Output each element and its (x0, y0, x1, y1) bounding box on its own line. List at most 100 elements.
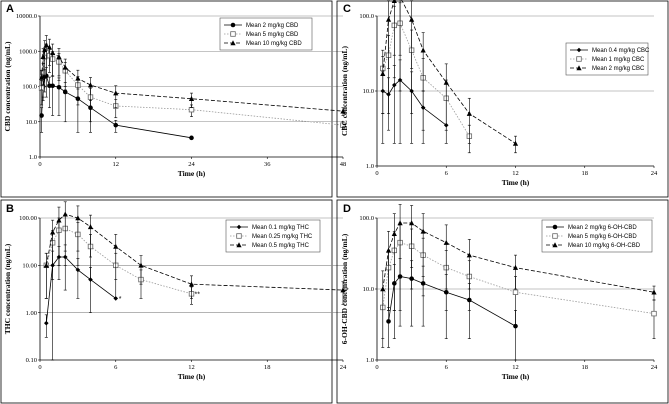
series-3 (380, 0, 519, 154)
series-line (382, 79, 447, 126)
legend: Mean 0.4 mg/kg CBC Mean 1 mg/kg CBC Mean 2… (565, 42, 650, 76)
series-1 (386, 258, 518, 361)
data-point (409, 220, 415, 226)
series-3 (43, 201, 346, 305)
data-point (420, 228, 426, 234)
panel-label: D (343, 203, 351, 215)
data-point (113, 122, 119, 128)
y-tick-label: 10000.0 (16, 13, 37, 20)
legend-entry: Mean 5 mg/kg 6-OH-CBD (568, 234, 637, 240)
data-point (62, 89, 68, 95)
y-tick-label: 10.00 (22, 263, 37, 270)
data-point (466, 110, 472, 116)
data-point (47, 83, 52, 89)
legend-marker (576, 56, 582, 62)
data-point (466, 252, 472, 258)
legend-marker (230, 22, 236, 28)
x-tick-label: 24 (651, 170, 658, 177)
significance-mark: * (119, 296, 122, 303)
series-line (382, 222, 655, 293)
legend-marker (576, 65, 582, 71)
data-point (380, 71, 386, 77)
x-tick-label: 6 (445, 364, 449, 371)
series-line (45, 213, 344, 291)
data-point (62, 64, 68, 70)
data-point (420, 47, 426, 53)
legend-marker (552, 233, 558, 239)
series-line (41, 52, 344, 126)
data-point (651, 310, 657, 317)
data-point (397, 220, 403, 226)
data-point (113, 243, 119, 249)
data-point (386, 319, 391, 324)
chart-panel-d: D 1.0 10.0 100.0 0 6 12 18 24 Time (h) 6-OH-CBD co… (336, 199, 669, 404)
x-axis-title: Time (h) (178, 169, 206, 178)
data-point (56, 54, 62, 60)
x-tick-label: 12 (512, 364, 519, 371)
y-tick-label: 10.0 (26, 119, 37, 126)
panel-label: C (343, 3, 351, 15)
data-point (189, 135, 194, 141)
legend: Mean 2 mg/kg CBD Mean 5 mg/kg CBD Mean 10 … (219, 17, 313, 51)
data-point (409, 16, 415, 22)
legend-marker (552, 242, 558, 248)
series-1 (380, 59, 449, 144)
panel-frame (0, 199, 333, 404)
data-point (50, 50, 56, 56)
panel-label: B (6, 203, 14, 215)
y-tick-label: 1.0 (29, 154, 37, 161)
data-point (87, 82, 94, 88)
data-point (188, 96, 195, 102)
data-point (38, 74, 45, 80)
legend-entry: Mean 5 mg/kg CBD (246, 32, 299, 38)
data-point (188, 281, 195, 287)
data-point (138, 262, 144, 268)
data-point (75, 215, 81, 221)
series-2 (38, 43, 346, 130)
data-point (512, 140, 519, 146)
legend-entry: Mean 0.1 mg/kg THC (252, 225, 310, 231)
legend-marker (552, 224, 558, 230)
chart-panel-a: A 1.0 10.0 100.0 1000.0 10000.0 0 12 24 36 48 Time … (0, 0, 346, 198)
panel-frame (0, 0, 333, 198)
panel-label: A (6, 3, 14, 15)
data-point (46, 44, 53, 50)
data-point (385, 247, 392, 253)
legend-marker (236, 233, 242, 239)
series-2 (43, 215, 195, 305)
legend-entry: Mean 2 mg/kg CBC (592, 66, 645, 72)
y-axis-title: THC concentration (ng/mL) (3, 243, 12, 334)
data-point (50, 229, 56, 235)
series-1 (44, 244, 119, 361)
y-axis-title: CBC concentration (ng/mL) (340, 46, 349, 136)
data-point (340, 108, 346, 114)
data-point (43, 262, 49, 268)
data-point (391, 231, 397, 237)
y-tick-label: 0.10 (26, 357, 37, 364)
data-point (512, 289, 519, 295)
legend-marker (576, 47, 582, 53)
x-tick-label: 0 (375, 364, 378, 371)
y-tick-label: 1.0 (366, 163, 374, 170)
y-tick-label: 100.0 (22, 84, 37, 91)
legend-entry: Mean 1 mg/kg CBC (592, 57, 645, 63)
y-tick-label: 100.0 (359, 13, 374, 20)
x-axis-title: Time (h) (178, 372, 206, 381)
legend-box (541, 219, 653, 253)
data-point (56, 217, 62, 223)
x-axis-title: Time (h) (502, 372, 530, 381)
legend-entry: Mean 0.5 mg/kg THC (252, 243, 310, 249)
legend-entry: Mean 10 mg/kg CBD (246, 41, 302, 47)
significance-mark: * (346, 288, 349, 295)
data-point (340, 122, 346, 128)
legend-marker (230, 40, 236, 46)
legend-entry: Mean 0.25 mg/kg THC (252, 234, 313, 240)
y-tick-label: 1.0 (366, 357, 374, 364)
data-point (443, 239, 449, 245)
data-point (391, 0, 397, 3)
x-tick-label: 12 (188, 364, 195, 371)
x-tick-label: 24 (651, 364, 658, 371)
y-axis-title: 6-OH-CBD concentration (ng/mL) (340, 233, 349, 344)
legend-marker (230, 31, 236, 37)
data-point (42, 47, 48, 53)
